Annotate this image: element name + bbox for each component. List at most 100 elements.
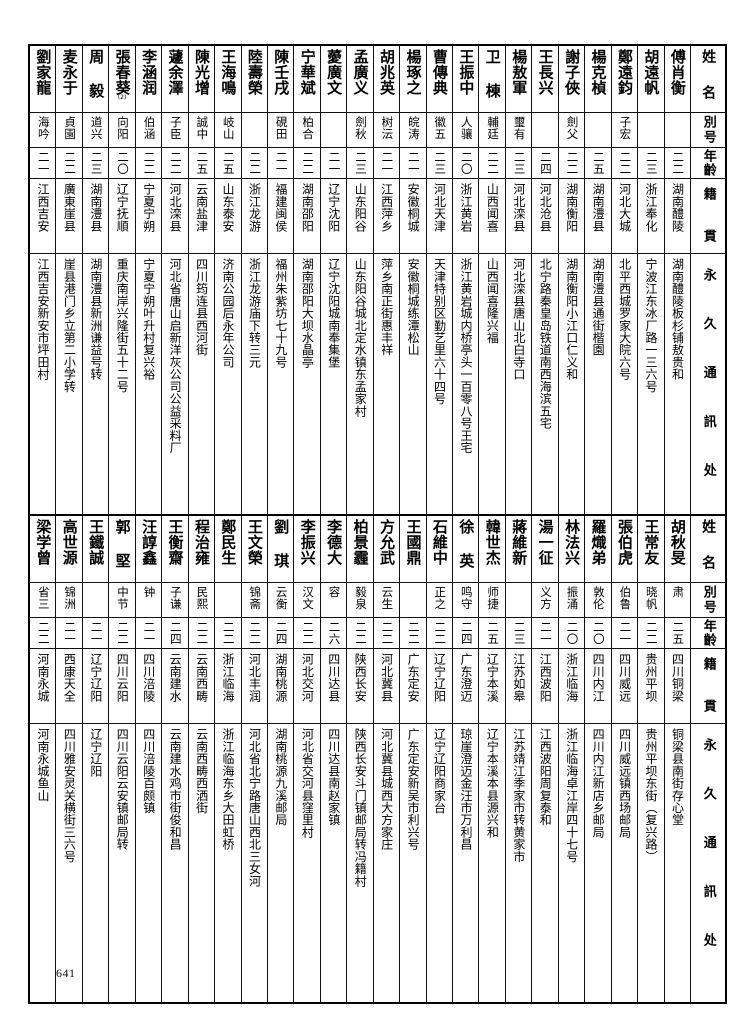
col-5-alt: 伯涵 xyxy=(134,112,163,148)
entry-origin: 浙江黄岩 xyxy=(458,183,473,232)
entry-alt-name: 云生 xyxy=(380,586,395,610)
entry-origin: 河北交河 xyxy=(300,653,315,702)
col-8-age: 二二 xyxy=(214,617,242,649)
col-5-age: 二二 xyxy=(134,147,163,179)
col-13-alt: 毅泉 xyxy=(346,582,374,618)
col-8-age: 二五 xyxy=(214,147,242,179)
entry-origin: 廣東崖县 xyxy=(62,183,77,232)
col-8-alt xyxy=(214,582,242,618)
col-14-alt: 树沄 xyxy=(372,112,401,148)
entry-address: 湖南澧县通街楷園 xyxy=(591,258,606,356)
col-22-name: 楊克楨 xyxy=(584,44,612,113)
row-address: 河南永城鱼山 四川雅安灵关横街三六号 辽宁辽阳 四川云阳云安镇邮局转 四川涪陵百颇镇 云南… xyxy=(28,723,727,1004)
entry-address: 四川筠连县西河街 xyxy=(194,258,209,356)
entry-age: 二一 xyxy=(89,621,104,646)
col-14-origin: 河北冀县 xyxy=(372,648,401,724)
col-1-alt: 省三 xyxy=(28,582,57,618)
entry-age: 二二 xyxy=(36,621,51,646)
entry-address: 重庆南岸兴隆街五十二号 xyxy=(115,258,130,393)
col-5-origin: 宁夏宁朔 xyxy=(134,178,163,254)
row-address: 江西吉安新安市坪田村 崖县港门乡立第二小学转 湖南澧县新洲谦益号转 重庆南岸兴隆街五十… xyxy=(28,253,727,556)
col-20-name: 王長兴 xyxy=(531,44,559,113)
header-origin: 籍 貫 xyxy=(689,178,727,254)
col-1-origin: 江西吉安 xyxy=(28,178,57,254)
entry-origin: 河北滦县 xyxy=(511,183,526,232)
col-21-address: 浙江临海卓江岸四十七号 xyxy=(557,723,586,1004)
entry-age: 二二 xyxy=(433,621,448,646)
col-25-alt xyxy=(663,112,691,148)
col-25-name: 傅肖衡 xyxy=(663,44,691,113)
header-age: 年齡 xyxy=(689,147,727,179)
header-name: 姓 名 xyxy=(689,514,727,583)
col-15-address: 安徽桐城练潭松山 xyxy=(399,253,427,556)
col-17-age: 二〇 xyxy=(451,147,480,179)
col-5-alt: 钟 xyxy=(134,582,163,618)
entry-address: 湖南桃源九溪邮局 xyxy=(273,728,288,826)
col-24-address: 宁波江东冰厂路一三六号 xyxy=(637,253,665,556)
entry-origin: 江苏如皋 xyxy=(511,653,526,702)
col-18-age: 二二 xyxy=(478,147,506,179)
entry-origin: 江西吉安 xyxy=(35,183,50,232)
col-4-origin: 四川云阳 xyxy=(108,648,136,724)
col-3-origin: 湖南澧县 xyxy=(81,178,110,254)
entry-age: 二二 xyxy=(116,621,130,646)
col-12-address: 四川达县南赵家镇 xyxy=(319,723,348,1004)
col-14-alt: 云生 xyxy=(372,582,401,618)
entry-alt-name: 中节 xyxy=(116,586,130,610)
col-13-name: 孟廣义 xyxy=(346,44,374,113)
entry-alt-name: 向阳 xyxy=(116,116,130,140)
col-2-origin: 廣東崖县 xyxy=(55,178,83,254)
col-3-age: 二三 xyxy=(81,147,110,179)
entry-name: 陸壽榮 xyxy=(245,49,264,95)
header-address: 永 久 通 訊 处 xyxy=(689,723,727,1004)
entry-origin: 河北冀县 xyxy=(379,653,394,702)
col-9-alt: 锦斋 xyxy=(240,582,268,618)
entry-origin: 福建闽侯 xyxy=(273,183,288,232)
entry-name: 湯一征 xyxy=(536,519,555,565)
entry-age: 二二 xyxy=(248,621,263,646)
entry-origin: 辽宁本溪 xyxy=(485,653,500,702)
col-16-origin: 辽宁辽阳 xyxy=(425,648,454,724)
entry-age: 二〇 xyxy=(565,621,580,646)
col-19-alt: 璽有 xyxy=(504,112,533,148)
entry-address: 河北冀县城西大方家庄 xyxy=(379,728,394,851)
entry-address: 河北省北宁路唐山西北三女河 xyxy=(247,728,262,888)
entry-origin: 辽宁沈阳 xyxy=(326,183,341,232)
entry-origin: 四川涪陵 xyxy=(141,653,156,702)
col-18-origin: 辽宁本溪 xyxy=(478,648,506,724)
col-2-name: 麦永于 xyxy=(55,44,83,113)
col-5-address: 宁夏宁朔叶升村复兴裕 xyxy=(134,253,163,556)
entry-age: 二二 xyxy=(565,151,580,176)
col-13-alt: 劍秋 xyxy=(346,112,374,148)
entry-address: 安徽桐城练潭松山 xyxy=(406,258,421,356)
col-6-address: 云南建水鸡市街俊和昌 xyxy=(161,723,189,1004)
col-12-age: 二六 xyxy=(319,617,348,649)
entry-name: 陳壬戌 xyxy=(272,49,291,95)
col-19-origin: 河北滦县 xyxy=(504,178,533,254)
col-3-name: 周 毅 xyxy=(81,44,110,113)
col-2-alt: 貞園 xyxy=(55,112,83,148)
col-17-alt: 人骧 xyxy=(451,112,480,148)
col-22-alt xyxy=(584,112,612,148)
entry-origin: 四川威远 xyxy=(617,653,632,702)
col-13-name: 柏景霾 xyxy=(346,514,374,583)
col-16-address: 辽宁辽阳商家台 xyxy=(425,723,454,1004)
col-21-address: 湖南衡阳小江口仁义和 xyxy=(557,253,586,556)
header-alt-name-label: 別号 xyxy=(700,115,716,145)
header-address-label: 永 久 通 訊 处 xyxy=(700,738,716,957)
col-23-name: 張伯虎 xyxy=(610,514,639,583)
entry-address: 山西闻喜隆兴福 xyxy=(485,258,500,344)
col-18-name: 韓世杰 xyxy=(478,514,506,583)
header-alt-name: 別号 xyxy=(689,112,727,148)
col-23-address: 北平西城罗家大院六号 xyxy=(610,253,639,556)
col-24-name: 胡遠帆 xyxy=(637,44,665,113)
col-14-address: 河北冀县城西大方家庄 xyxy=(372,723,401,1004)
col-3-alt xyxy=(81,582,110,618)
entry-alt-name: 子宏 xyxy=(618,116,633,140)
col-9-address: 浙江龙游庙下转三元 xyxy=(240,253,268,556)
col-9-name: 陸壽榮 xyxy=(240,44,268,113)
entry-origin: 山东泰安 xyxy=(221,183,236,232)
col-25-age: 二二 xyxy=(663,147,691,179)
entry-origin: 江西萍乡 xyxy=(379,183,394,232)
col-5-age: 二一 xyxy=(134,617,163,649)
